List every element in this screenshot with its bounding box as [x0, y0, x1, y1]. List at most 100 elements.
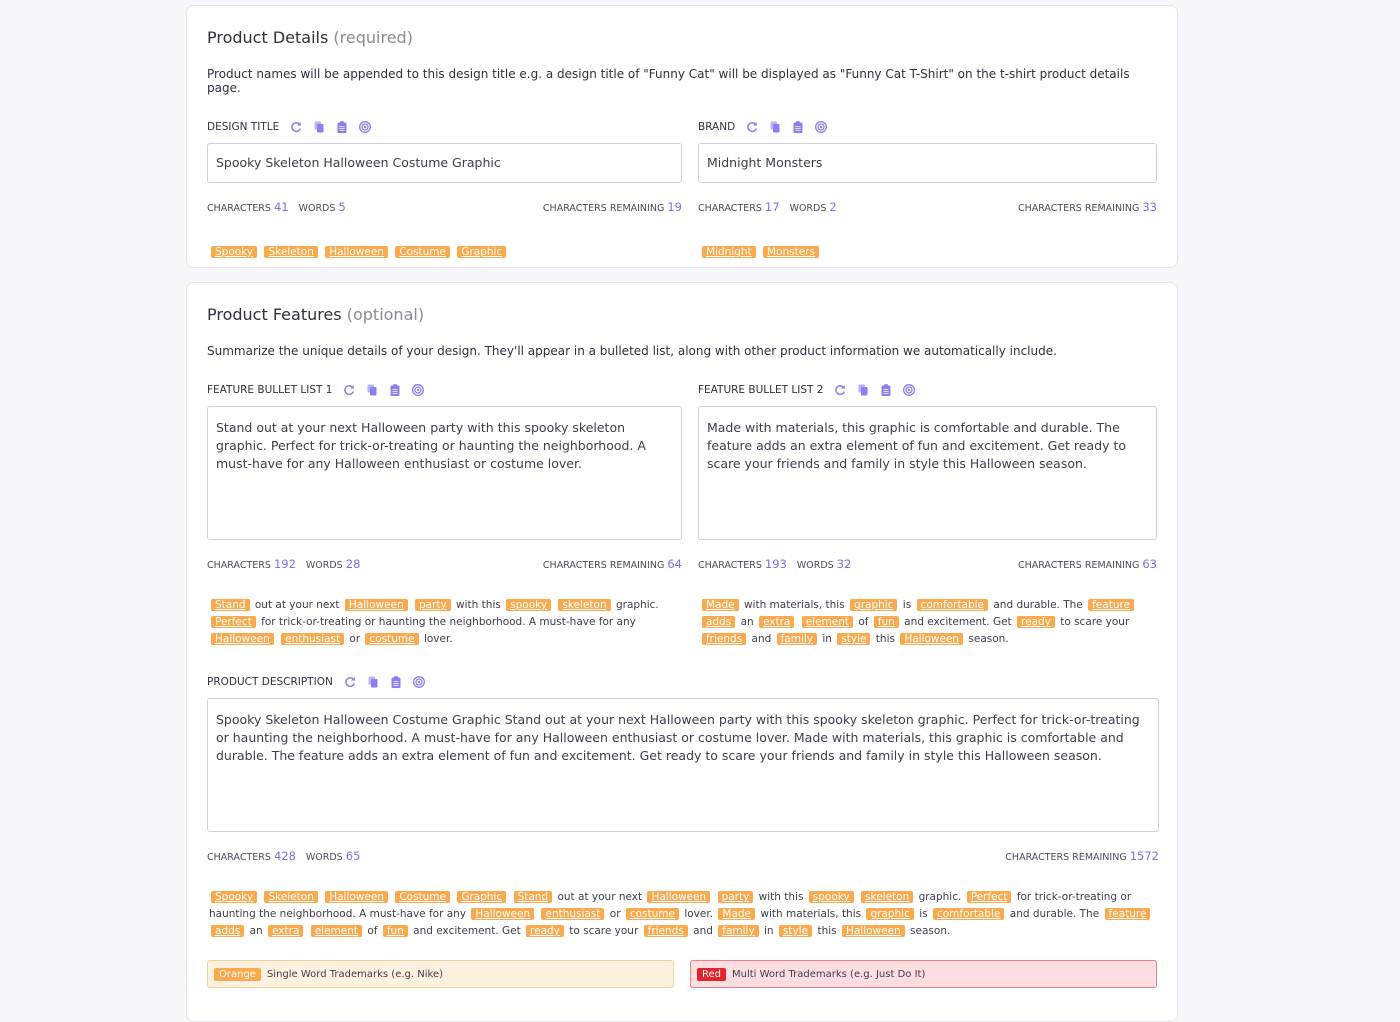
target-icon[interactable] [815, 121, 828, 133]
plain-text: for trick-or-treating or haunting the ne… [257, 616, 636, 628]
target-icon[interactable] [359, 121, 372, 133]
refresh-icon[interactable] [834, 384, 846, 396]
trademark-word[interactable]: ready [526, 925, 564, 937]
text-input[interactable]: Spooky Skeleton Halloween Costume Graphi… [207, 143, 682, 183]
trademark-word[interactable]: Halloween [325, 891, 388, 903]
trademark-word[interactable]: Spooky [211, 246, 258, 258]
word-count: 32 [836, 557, 852, 571]
trademark-word[interactable]: Halloween [900, 633, 964, 645]
trademark-word[interactable]: Halloween [471, 908, 535, 920]
copy-icon[interactable] [366, 384, 378, 396]
field-stats: CHARACTERS 193 WORDS 32 CHARACTERS REMAINI… [697, 557, 1157, 571]
text-input[interactable]: Midnight Monsters [697, 143, 1157, 183]
copy-icon[interactable] [313, 121, 325, 133]
clipboard-icon[interactable] [389, 384, 401, 396]
trademark-word[interactable]: costume [365, 633, 419, 645]
trademark-word[interactable]: skeleton [558, 599, 611, 611]
trademark-word[interactable]: Halloween [647, 891, 711, 903]
trademark-word[interactable]: Graphic [457, 246, 507, 258]
plain-text: out at your next [554, 891, 646, 903]
plain-text: of [855, 616, 872, 628]
plain-text: in [760, 925, 777, 937]
trademark-word[interactable]: element [310, 925, 363, 937]
trademark-word[interactable]: comfortable [932, 908, 1005, 920]
plain-text: season. [965, 633, 1009, 645]
refresh-icon[interactable] [746, 121, 758, 133]
clipboard-icon[interactable] [390, 676, 402, 688]
textarea[interactable]: Made with materials, this graphic is com… [697, 406, 1157, 540]
target-icon[interactable] [412, 384, 425, 396]
trademark-word[interactable]: Skeleton [264, 246, 318, 258]
clipboard-icon[interactable] [880, 384, 892, 396]
trademark-word[interactable]: Halloween [841, 925, 905, 937]
trademark-word[interactable]: Halloween [344, 599, 408, 611]
trademark-highlight: Made with materials, this graphic is com… [698, 597, 1157, 648]
trademark-word[interactable]: Spooky [211, 891, 258, 903]
trademark-word[interactable]: party [717, 891, 754, 903]
trademark-word[interactable]: Made [718, 908, 756, 920]
trademark-word[interactable]: spooky [506, 599, 552, 611]
trademark-word[interactable]: adds [211, 925, 245, 937]
trademark-word[interactable]: element [801, 616, 854, 628]
trademark-word[interactable]: enthusiast [281, 633, 345, 645]
trademark-word[interactable]: feature [1104, 908, 1151, 920]
trademark-word[interactable]: extra [759, 616, 795, 628]
textarea[interactable]: Spooky Skeleton Halloween Costume Graphi… [207, 698, 1159, 832]
trademark-word[interactable]: Monsters [762, 246, 819, 258]
trademark-word[interactable]: Halloween [211, 633, 274, 645]
trademark-highlight: Spooky Skeleton Halloween Costume Graphi… [207, 244, 682, 261]
clipboard-icon[interactable] [336, 121, 348, 133]
refresh-icon[interactable] [344, 676, 356, 688]
plain-text [553, 599, 556, 611]
plain-text: and durable. The [1006, 908, 1103, 920]
characters-remaining: 33 [1142, 200, 1157, 214]
trademark-word[interactable]: Skeleton [264, 891, 318, 903]
trademark-word[interactable]: fun [382, 925, 408, 937]
trademark-word[interactable]: friends [701, 633, 747, 645]
trademark-word[interactable]: style [837, 633, 871, 645]
refresh-icon[interactable] [343, 384, 355, 396]
trademark-word[interactable]: family [718, 925, 759, 937]
copy-icon[interactable] [857, 384, 869, 396]
trademark-word[interactable]: Made [701, 599, 739, 611]
field-stats: CHARACTERS 17 WORDS 2 CHARACTERS REMAINING… [697, 200, 1157, 214]
trademark-word[interactable]: Costume [395, 891, 450, 903]
trademark-word[interactable]: spooky [808, 891, 854, 903]
trademark-word[interactable]: fun [873, 616, 899, 628]
trademark-word[interactable]: graphic [866, 908, 914, 920]
copy-icon[interactable] [367, 676, 379, 688]
plain-text [758, 246, 761, 258]
trademark-word[interactable]: ready [1017, 616, 1055, 628]
trademark-word[interactable]: Graphic [457, 891, 507, 903]
character-count: 193 [764, 557, 787, 571]
trademark-word[interactable]: party [414, 599, 451, 611]
word-count: 28 [345, 557, 361, 571]
refresh-icon[interactable] [290, 121, 302, 133]
copy-icon[interactable] [769, 121, 781, 133]
trademark-word[interactable]: Perfect [966, 891, 1012, 903]
trademark-word[interactable]: graphic [850, 599, 898, 611]
trademark-word[interactable]: adds [701, 616, 736, 628]
clipboard-icon[interactable] [792, 121, 804, 133]
trademark-word[interactable]: comfortable [916, 599, 989, 611]
trademark-word[interactable]: Halloween [325, 246, 388, 258]
plain-text [320, 891, 323, 903]
trademark-word[interactable]: skeleton [861, 891, 914, 903]
plain-text: in [819, 633, 836, 645]
trademark-word[interactable]: Stand [513, 891, 553, 903]
trademark-word[interactable]: extra [268, 925, 304, 937]
target-icon[interactable] [412, 676, 425, 688]
trademark-word[interactable]: costume [625, 908, 679, 920]
trademark-word[interactable]: feature [1088, 599, 1135, 611]
textarea[interactable]: Stand out at your next Halloween party w… [207, 406, 682, 540]
trademark-word[interactable]: style [778, 925, 813, 937]
trademark-word[interactable]: Perfect [211, 616, 256, 628]
trademark-word[interactable]: family [776, 633, 818, 645]
trademark-word[interactable]: Midnight [701, 246, 756, 258]
trademark-word[interactable]: Stand [211, 599, 250, 611]
trademark-word[interactable]: Costume [395, 246, 450, 258]
trademark-word[interactable]: friends [643, 925, 688, 937]
character-count: 192 [273, 557, 296, 571]
trademark-word[interactable]: enthusiast [541, 908, 605, 920]
target-icon[interactable] [903, 384, 916, 396]
